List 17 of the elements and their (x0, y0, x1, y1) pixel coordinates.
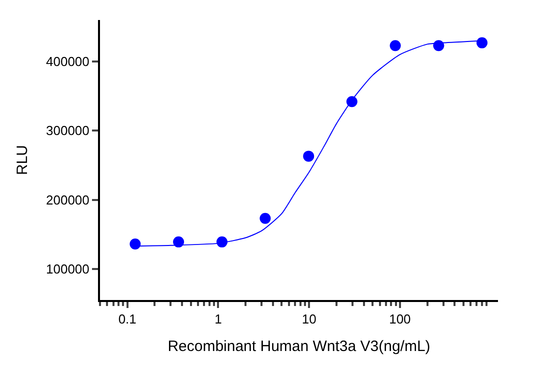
x-tick-label: 0.1 (118, 312, 136, 327)
y-tick-label: 400000 (46, 54, 90, 70)
point (173, 236, 184, 248)
x-tick-label: 100 (389, 312, 411, 327)
point (476, 37, 488, 48)
x-tick-label: 10 (302, 312, 316, 327)
y-tick-label: 100000 (46, 261, 90, 276)
x-tick-label: 1 (214, 312, 222, 327)
y-axis-title: RLU (14, 144, 31, 176)
point (303, 150, 314, 162)
y-tick-label: 300000 (46, 123, 90, 138)
point (260, 212, 271, 224)
point (216, 236, 228, 248)
point (390, 40, 401, 52)
point (130, 238, 141, 250)
y-tick-label: 200000 (46, 192, 90, 208)
x-axis-title: Recombinant Human Wnt3a V3(ng/mL) (168, 338, 430, 356)
